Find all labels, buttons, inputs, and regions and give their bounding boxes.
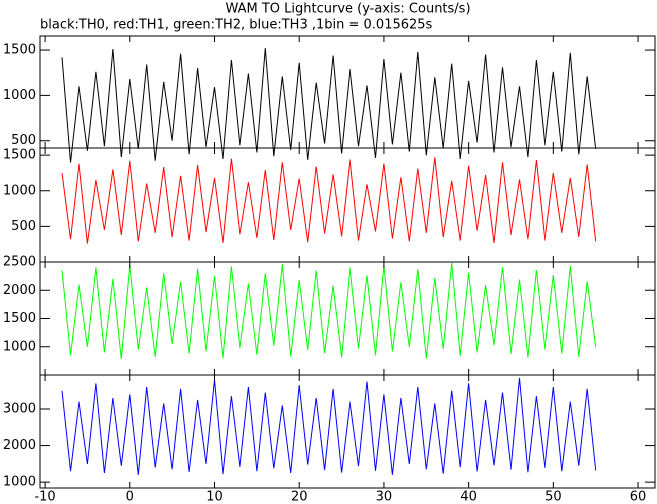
- y-tick-label: 1500: [3, 311, 36, 326]
- chart-title: WAM TO Lightcurve (y-axis: Counts/s): [225, 2, 470, 17]
- y-tick-label: 1000: [3, 183, 36, 198]
- y-tick-label: 1000: [3, 88, 36, 103]
- y-tick-label: 1500: [3, 43, 36, 58]
- x-tick-label: 0: [126, 490, 134, 504]
- series-line: [61, 157, 597, 244]
- chart-subtitle: black:TH0, red:TH1, green:TH2, blue:TH3 …: [40, 18, 433, 33]
- panel-frame: [39, 147, 656, 263]
- y-tick-label: 500: [11, 133, 36, 148]
- series-line: [61, 263, 597, 360]
- x-tick-label: 20: [291, 490, 308, 504]
- x-tick-label: 40: [460, 490, 477, 504]
- y-tick-label: 2000: [3, 438, 36, 453]
- y-tick-label: 3000: [3, 402, 36, 417]
- x-tick-label: -10: [34, 490, 55, 504]
- y-tick-label: 2500: [3, 255, 36, 270]
- x-tick-label: 60: [630, 490, 647, 504]
- panel-frame: [39, 374, 656, 489]
- x-tick-label: 10: [206, 490, 223, 504]
- y-tick-label: 500: [11, 219, 36, 234]
- x-tick-label: 30: [376, 490, 393, 504]
- x-tick-label: 50: [545, 490, 562, 504]
- y-tick-label: 1500: [3, 148, 36, 163]
- panel-frame: [39, 261, 656, 376]
- y-tick-label: 1000: [3, 339, 36, 354]
- series-line: [61, 377, 597, 475]
- y-tick-label: 1000: [3, 475, 36, 490]
- y-tick-label: 2000: [3, 283, 36, 298]
- series-line: [61, 48, 597, 163]
